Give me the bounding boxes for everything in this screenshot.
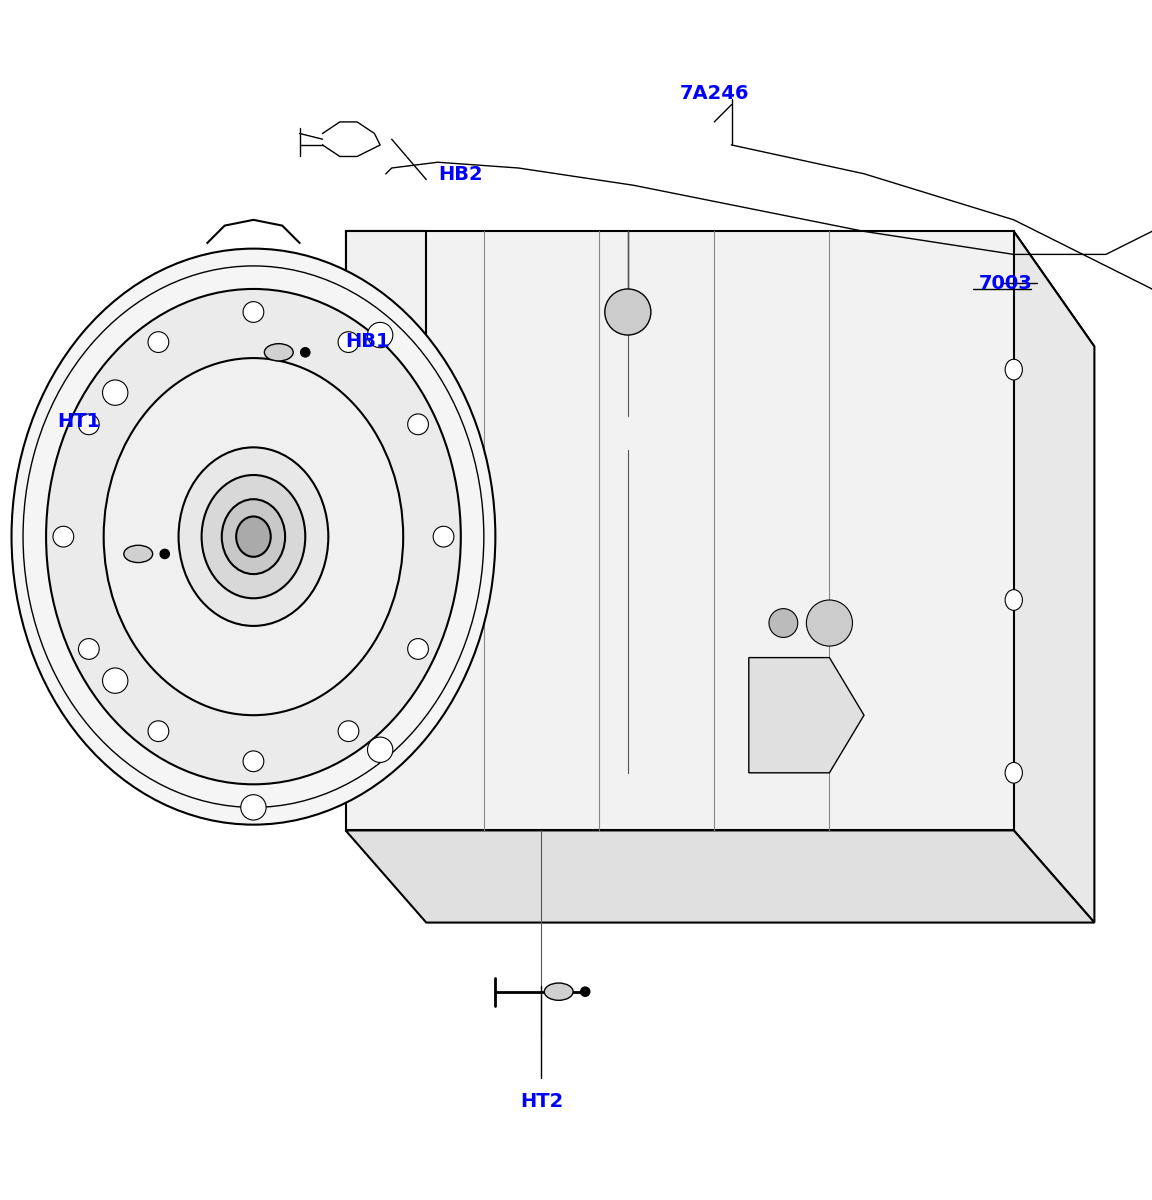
Polygon shape: [346, 830, 1094, 923]
Ellipse shape: [243, 301, 264, 323]
Ellipse shape: [433, 527, 454, 547]
Ellipse shape: [545, 983, 574, 1001]
Ellipse shape: [605, 289, 651, 335]
Ellipse shape: [103, 668, 128, 694]
Ellipse shape: [53, 527, 74, 547]
Text: HT1: HT1: [58, 412, 101, 431]
Polygon shape: [346, 232, 426, 347]
Ellipse shape: [241, 794, 266, 820]
Ellipse shape: [1005, 762, 1023, 784]
Ellipse shape: [160, 550, 169, 558]
Ellipse shape: [1005, 589, 1023, 611]
Ellipse shape: [367, 323, 393, 348]
Ellipse shape: [581, 988, 590, 996]
Ellipse shape: [202, 475, 305, 599]
Ellipse shape: [149, 331, 169, 353]
Ellipse shape: [408, 414, 429, 434]
Text: HB2: HB2: [438, 164, 483, 184]
Polygon shape: [749, 658, 864, 773]
Ellipse shape: [408, 638, 429, 659]
Ellipse shape: [221, 499, 286, 574]
Ellipse shape: [339, 331, 359, 353]
Ellipse shape: [46, 289, 461, 785]
Ellipse shape: [78, 414, 99, 434]
Ellipse shape: [243, 751, 264, 772]
Ellipse shape: [12, 248, 495, 824]
Ellipse shape: [124, 545, 152, 563]
Ellipse shape: [339, 721, 359, 742]
Ellipse shape: [301, 348, 310, 356]
Text: 7A246: 7A246: [680, 84, 749, 103]
Ellipse shape: [103, 380, 128, 406]
Ellipse shape: [147, 721, 168, 742]
Ellipse shape: [78, 638, 99, 659]
Ellipse shape: [179, 448, 328, 626]
Ellipse shape: [104, 358, 403, 715]
Text: 7003: 7003: [979, 274, 1033, 293]
Ellipse shape: [1005, 359, 1023, 380]
Polygon shape: [346, 232, 1014, 830]
Ellipse shape: [265, 343, 293, 361]
Ellipse shape: [806, 600, 852, 646]
Text: euro
car
parts: euro car parts: [346, 455, 530, 653]
Text: HT2: HT2: [520, 1092, 563, 1111]
Ellipse shape: [770, 608, 797, 637]
Ellipse shape: [236, 516, 271, 557]
Ellipse shape: [367, 737, 393, 762]
Polygon shape: [346, 232, 1094, 347]
Polygon shape: [1014, 232, 1094, 923]
Text: HB1: HB1: [346, 331, 391, 350]
